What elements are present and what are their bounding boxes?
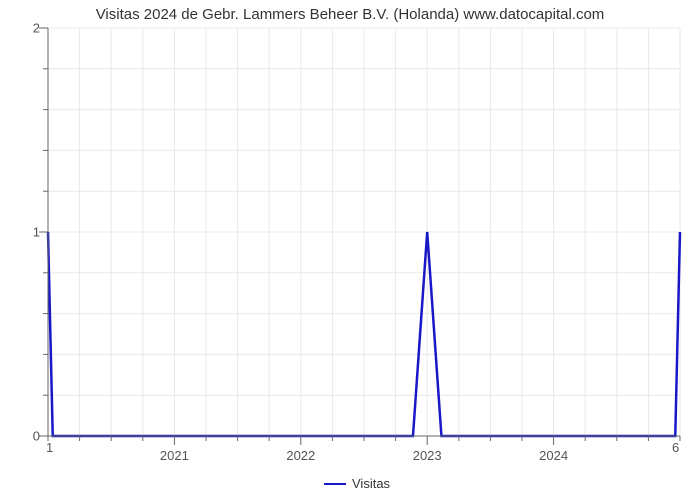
legend-label: Visitas [352,476,390,491]
legend-swatch [324,483,346,485]
chart-title: Visitas 2024 de Gebr. Lammers Beheer B.V… [0,6,700,23]
chart-plot [48,28,680,436]
legend: Visitas [324,476,390,491]
chart-container: Visitas 2024 de Gebr. Lammers Beheer B.V… [0,0,700,500]
